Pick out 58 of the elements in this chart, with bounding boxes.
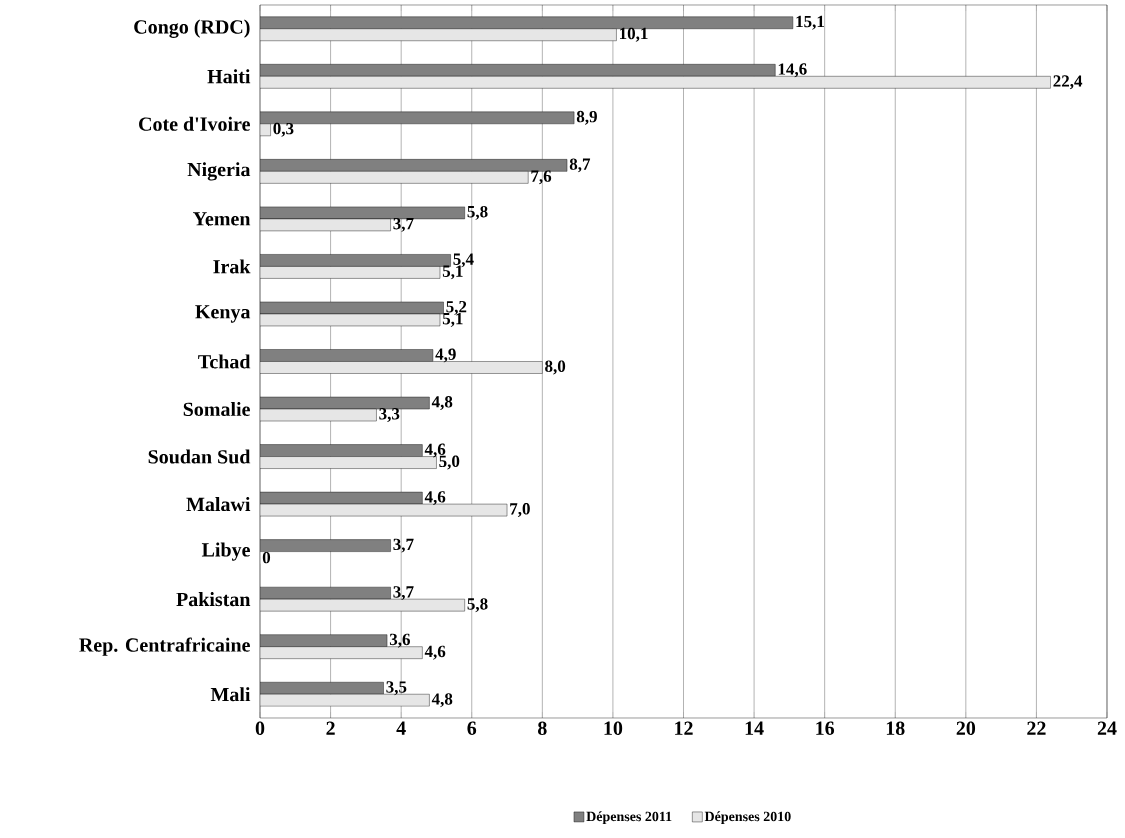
- data-label: 14,6: [778, 63, 807, 78]
- x-tick-label: 8: [538, 721, 547, 736]
- data-label: 4,6: [424, 645, 446, 660]
- y-tick-label: Soudan Sud: [148, 449, 251, 464]
- y-tick-label: Mali: [210, 687, 251, 702]
- y-tick-label: Somalie: [183, 401, 250, 417]
- data-label: 3,6: [389, 633, 410, 648]
- x-tick-label: 4: [396, 721, 406, 735]
- y-tick-label: Cote d'Ivoire: [139, 116, 250, 131]
- data-label: 8,7: [569, 158, 591, 173]
- data-label: 0,3: [273, 122, 294, 137]
- data-label: 8,0: [545, 360, 566, 375]
- data-label: 5,2: [446, 301, 467, 315]
- y-tick-label: Congo (RDC): [134, 19, 250, 38]
- legend-label: Dépenses 2011: [586, 811, 672, 825]
- x-tick-label: 18: [886, 721, 905, 736]
- y-tick-label: Malawi: [186, 497, 251, 512]
- x-tick-label: 16: [816, 721, 835, 735]
- data-label: 22,4: [1053, 75, 1083, 90]
- y-tick-label: Nigeria: [187, 162, 251, 181]
- y-tick-label: Haiti: [207, 69, 251, 84]
- y-tick-label: Irak: [213, 259, 251, 274]
- x-tick-label: 6: [467, 721, 477, 735]
- data-label: 5,8: [467, 205, 488, 220]
- data-label: 10,1: [620, 27, 648, 42]
- y-tick-label: Tchad: [198, 354, 251, 369]
- legend-label: Dépenses 2010: [704, 811, 791, 825]
- data-label: 4,9: [435, 348, 456, 363]
- x-tick-label: 12: [675, 721, 693, 735]
- x-tick-label: 22: [1027, 721, 1046, 735]
- x-tick-label: 20: [956, 721, 976, 736]
- data-label: 0: [262, 551, 271, 564]
- x-tick-label: 2: [326, 721, 335, 735]
- data-label: 3,3: [379, 408, 400, 422]
- data-label: 3,5: [386, 681, 407, 696]
- data-label: 3,7: [393, 217, 414, 232]
- y-tick-label: Pakistan: [176, 592, 251, 607]
- data-label: 5,4: [453, 253, 474, 268]
- x-tick-label: 24: [1097, 721, 1117, 735]
- data-label: 4,8: [431, 693, 453, 708]
- y-tick-label: Rep. Centrafricaine: [79, 637, 250, 656]
- x-tick-label: 10: [604, 721, 623, 736]
- data-label: 3,7: [393, 538, 414, 553]
- data-label: 7,0: [510, 503, 530, 518]
- x-tick-label: 0: [255, 721, 265, 736]
- data-label: 15,1: [796, 15, 824, 30]
- data-label: 7,6: [531, 170, 552, 185]
- y-tick-label: Yemen: [193, 212, 251, 226]
- data-label: 3,7: [393, 586, 414, 601]
- x-tick-label: 14: [745, 721, 764, 735]
- y-tick-label: Libye: [201, 542, 250, 561]
- data-label: 5,1: [442, 265, 463, 280]
- data-label: 5,8: [467, 598, 488, 613]
- data-label: 4,6: [424, 491, 446, 506]
- data-label: 4,8: [431, 396, 453, 410]
- data-label: 8,9: [576, 110, 597, 125]
- y-tick-label: Kenya: [195, 305, 251, 323]
- data-label: 5,1: [442, 313, 463, 327]
